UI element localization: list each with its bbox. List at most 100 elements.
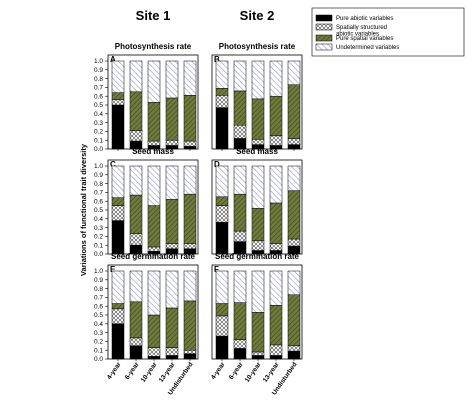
bar-Undisturbed (287, 270, 301, 360)
seg-undetermined (129, 60, 143, 93)
seg-pure-spatial (147, 102, 161, 142)
seg-pure-spatial (233, 193, 247, 232)
seg-undetermined (147, 165, 161, 206)
seg-pure-spatial (251, 312, 265, 353)
x-tick-label: 13-year (262, 361, 281, 384)
bar-6-year (129, 270, 143, 360)
seg-pure-abiotic (165, 355, 179, 360)
y-tick-label: 0.6 (94, 303, 103, 310)
bar-13-year (269, 270, 283, 360)
seg-undetermined (233, 60, 247, 92)
seg-undetermined (251, 165, 265, 209)
seg-undetermined (215, 60, 229, 89)
bar-13-year (269, 60, 283, 150)
seg-pure-abiotic (111, 104, 125, 150)
bar-10-year (147, 60, 161, 150)
seg-spatially-structured (183, 349, 197, 354)
seg-spatially-structured (287, 345, 301, 352)
seg-pure-spatial (129, 194, 143, 235)
seg-pure-spatial (183, 193, 197, 244)
y-tick-label: 1.0 (94, 58, 103, 65)
seg-undetermined (183, 60, 197, 96)
seg-undetermined (183, 270, 197, 302)
seg-pure-spatial (287, 294, 301, 347)
y-tick-label: 0.6 (94, 198, 103, 205)
y-tick-label: 0.8 (94, 76, 103, 83)
bar-10-year (251, 60, 265, 150)
panel-letter: F (214, 265, 219, 274)
seg-pure-abiotic (183, 353, 197, 360)
seg-pure-spatial (183, 95, 197, 142)
bar-4-year (111, 60, 125, 150)
seg-pure-abiotic (215, 335, 229, 360)
seg-undetermined (215, 270, 229, 304)
seg-spatially-structured (251, 351, 265, 356)
bar-Undisturbed (287, 60, 301, 150)
panel-F: Seed germination rate F 4-year 6-year 10-yea… (210, 252, 303, 397)
seg-undetermined (251, 270, 265, 313)
seg-undetermined (287, 165, 301, 191)
seg-pure-spatial (129, 91, 143, 131)
seg-spatially-structured (287, 238, 301, 247)
site-title-1: Site 1 (136, 8, 171, 23)
bar-13-year (269, 165, 283, 255)
seg-pure-spatial (183, 300, 197, 351)
seg-undetermined (269, 60, 283, 97)
seg-pure-spatial (147, 314, 161, 348)
seg-pure-spatial (129, 301, 143, 339)
seg-spatially-structured (129, 337, 143, 347)
y-tick-label: 0.6 (94, 93, 103, 100)
site-title-2: Site 2 (240, 8, 275, 23)
seg-pure-spatial (111, 92, 125, 100)
seg-pure-spatial (251, 98, 265, 140)
seg-undetermined (251, 60, 265, 100)
seg-pure-spatial (165, 97, 179, 141)
seg-spatially-structured (215, 205, 229, 223)
y-tick-label: 0.7 (94, 85, 103, 92)
seg-undetermined (111, 165, 125, 198)
y-tick-label: 0.1 (94, 242, 103, 249)
bar-4-year (215, 270, 229, 360)
panel-title: Seed mass (236, 147, 278, 156)
panel-letter: C (110, 160, 116, 169)
panel-title: Seed germination rate (111, 252, 196, 261)
legend-label: Undetermined variables (336, 45, 399, 51)
seg-undetermined (111, 270, 125, 304)
seg-pure-abiotic (215, 222, 229, 255)
seg-pure-spatial (251, 207, 265, 242)
panel-letter: B (214, 55, 220, 64)
seg-spatially-structured (269, 135, 283, 146)
seg-pure-spatial (215, 303, 229, 317)
y-tick-label: 0.8 (94, 286, 103, 293)
bar-10-year (251, 165, 265, 255)
y-tick-label: 1.0 (94, 163, 103, 170)
seg-spatially-structured (269, 344, 283, 356)
seg-pure-spatial (215, 88, 229, 96)
seg-pure-spatial (111, 197, 125, 206)
seg-spatially-structured (111, 205, 125, 221)
seg-undetermined (129, 165, 143, 196)
seg-spatially-structured (129, 233, 143, 246)
panel-title: Seed mass (132, 147, 174, 156)
seg-pure-spatial (111, 303, 125, 310)
bar-10-year (147, 270, 161, 360)
bar-13-year (165, 165, 179, 255)
seg-spatially-structured (147, 140, 161, 146)
legend-label: Spatially structured (336, 25, 387, 31)
seg-undetermined (269, 270, 283, 306)
seg-pure-spatial (287, 190, 301, 240)
y-tick-label: 0.5 (94, 312, 103, 319)
panel-D: Seed mass D (211, 147, 303, 256)
seg-pure-spatial (147, 205, 161, 248)
y-tick-label: 0.8 (94, 181, 103, 188)
y-tick-label: 0.2 (94, 234, 103, 241)
seg-pure-abiotic (287, 350, 301, 360)
legend-swatch-1 (315, 14, 333, 22)
x-tick-label: 10-year (140, 361, 159, 384)
x-tick-label: 6-year (124, 361, 141, 381)
bar-6-year (233, 60, 247, 150)
bar-6-year (129, 165, 143, 255)
seg-pure-spatial (233, 90, 247, 126)
seg-undetermined (287, 270, 301, 296)
